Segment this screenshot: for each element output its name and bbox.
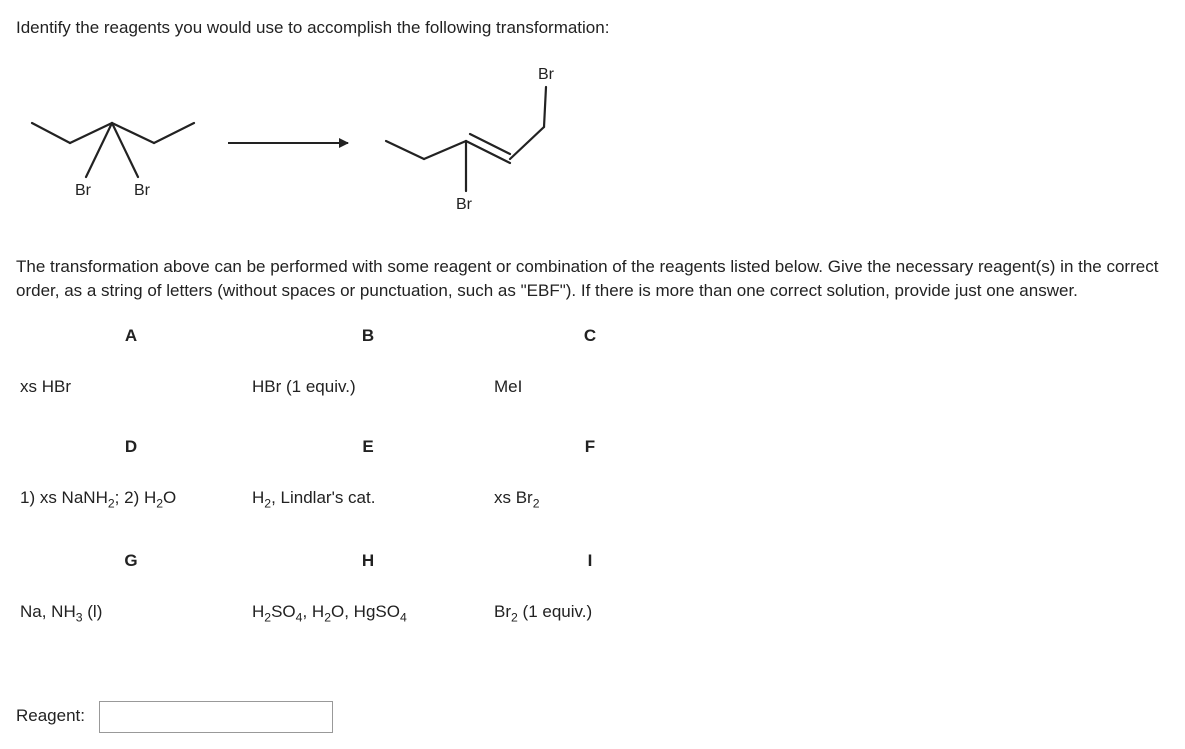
reagent-c: MeI (490, 367, 690, 424)
reagent-answer-input[interactable] (99, 701, 333, 733)
col-header-b: B (248, 318, 488, 361)
col-header-e: E (248, 429, 488, 472)
br-label: Br (134, 182, 151, 199)
reagent-b: HBr (1 equiv.) (248, 367, 488, 424)
reagent-g: Na, NH3 (l) (16, 592, 246, 651)
br-label: Br (456, 196, 473, 213)
reagent-i: Br2 (1 equiv.) (490, 592, 690, 651)
question-prompt: Identify the reagents you would use to a… (16, 16, 1169, 41)
reaction-arrow-icon (228, 142, 348, 144)
col-header-i: I (490, 543, 690, 586)
col-header-h: H (248, 543, 488, 586)
col-header-d: D (16, 429, 246, 472)
reagent-e: H2, Lindlar's cat. (248, 478, 488, 537)
col-header-c: C (490, 318, 690, 361)
reagent-a: xs HBr (16, 367, 246, 424)
reagent-h: H2SO4, H2O, HgSO4 (248, 592, 488, 651)
br-label: Br (538, 66, 555, 83)
answer-label: Reagent: (16, 704, 85, 729)
br-label: Br (75, 182, 92, 199)
reagent-f: xs Br2 (490, 478, 690, 537)
reagent-d: 1) xs NaNH2; 2) H2O (16, 478, 246, 537)
col-header-g: G (16, 543, 246, 586)
product-structure: Br Br (380, 63, 580, 223)
col-header-f: F (490, 429, 690, 472)
question-description: The transformation above can be performe… (16, 255, 1169, 304)
col-header-a: A (16, 318, 246, 361)
reaction-diagram: Br Br Br Br (16, 53, 1169, 229)
answer-row: Reagent: (16, 701, 1169, 733)
reagent-table: A B C xs HBr HBr (1 equiv.) MeI D E F 1)… (16, 318, 1169, 651)
starting-material-structure: Br Br (26, 73, 196, 213)
